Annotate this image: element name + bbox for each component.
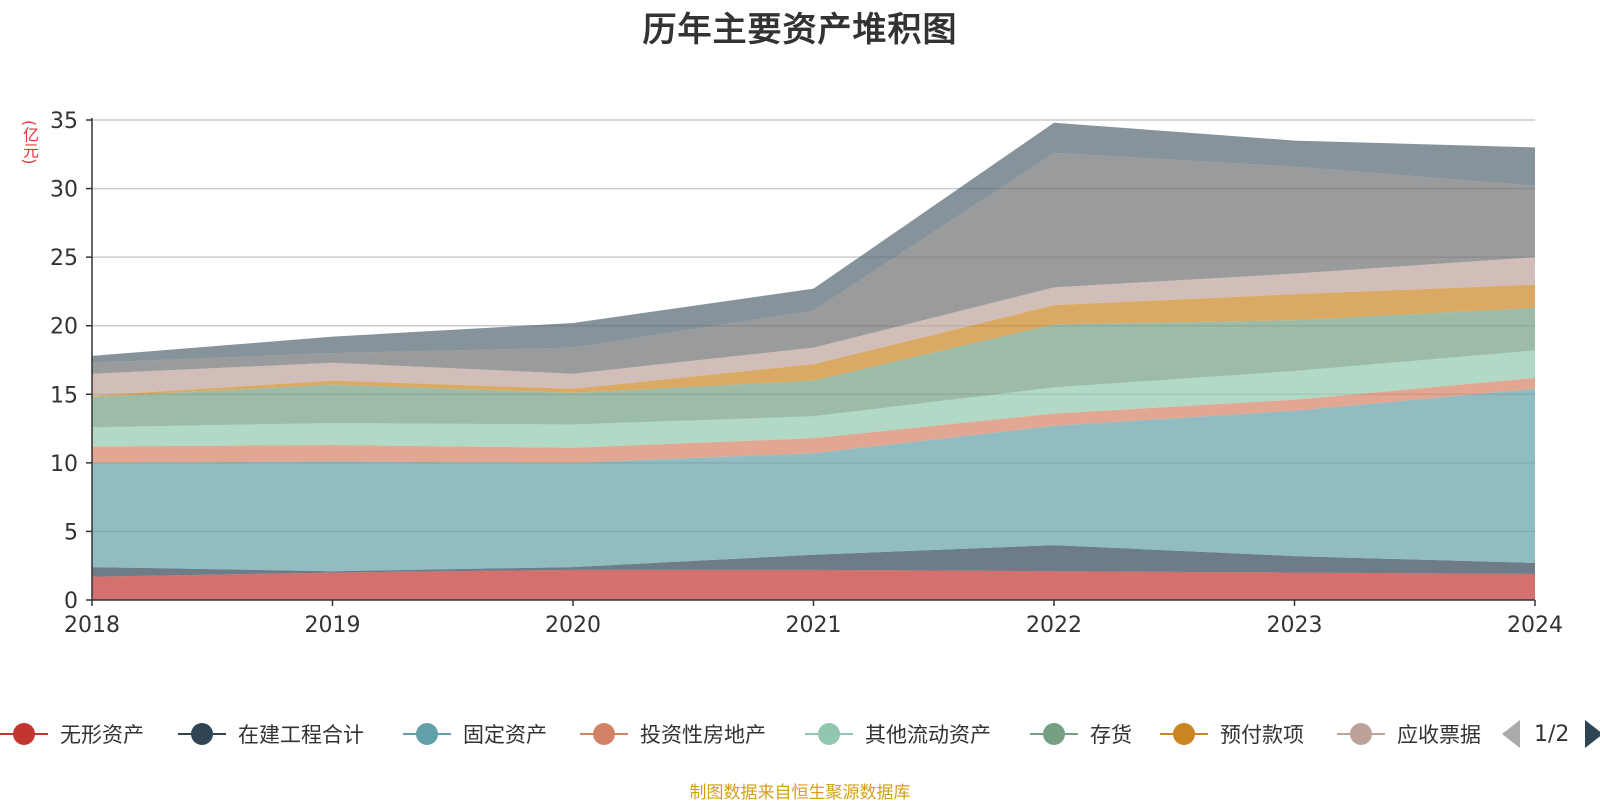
legend-marker-icon [805,722,853,746]
legend-item[interactable]: 其他流动资产 [805,716,991,752]
legend-prev-page-icon[interactable] [1502,720,1520,748]
y-tick-label: 35 [50,109,78,134]
x-tick-label: 2019 [305,613,361,638]
legend-item[interactable]: 应收票据 [1337,716,1481,752]
legend-page-indicator: 1/2 [1534,721,1570,747]
area-series-10[interactable] [92,122,1535,363]
source-note: 制图数据来自恒生聚源数据库 [689,783,911,803]
legend-label: 存货 [1090,723,1132,747]
legend-marker-icon [580,722,628,746]
legend-marker-icon [178,722,226,746]
area-series-1[interactable] [92,569,1535,600]
y-tick-label: 5 [64,520,78,545]
y-tick-label: 30 [50,178,78,203]
area-series-3[interactable] [92,388,1535,572]
legend-marker-icon [403,722,451,746]
legend-label: 在建工程合计 [238,723,364,747]
legend-marker-icon [1337,722,1385,746]
legend-marker-icon [0,722,48,746]
legend-label: 应收票据 [1397,723,1481,747]
x-tick-label: 2024 [1507,613,1563,638]
x-tick-label: 2020 [545,613,601,638]
area-series-7[interactable] [92,284,1535,398]
legend-label: 投资性房地产 [640,723,766,747]
y-tick-label: 10 [50,452,78,477]
x-tick-label: 2023 [1267,613,1323,638]
area-series-8[interactable] [92,257,1535,396]
chart-title: 历年主要资产堆积图 [642,10,958,50]
area-series-5[interactable] [92,350,1535,448]
legend: 无形资产 在建工程合计 固定资产 投资性房地产 其他流动资产 存货 预付款项 应收票据 1/2 [0,716,1600,752]
area-series-6[interactable] [92,307,1535,428]
area-series-4[interactable] [92,377,1535,463]
legend-label: 无形资产 [60,723,144,747]
legend-label: 固定资产 [463,723,547,747]
legend-item[interactable]: 在建工程合计 [178,716,364,752]
legend-label: 预付款项 [1220,723,1304,747]
y-axis-unit-label: (亿元) [20,120,39,165]
y-tick-label: 25 [50,246,78,271]
legend-next-page-icon[interactable] [1585,720,1600,748]
axes: 0 5 10 15 20 25 30 35 2018 2019 2020 2021 2022 2023 20… [50,109,1563,638]
legend-item[interactable]: 无形资产 [0,716,144,752]
area-series-9[interactable] [92,152,1535,374]
y-tick-label: 20 [50,315,78,340]
legend-item[interactable]: 固定资产 [403,716,547,752]
area-series-2[interactable] [92,545,1535,577]
legend-item[interactable]: 预付款项 [1160,716,1304,752]
x-tick-label: 2018 [64,613,120,638]
legend-item[interactable]: 投资性房地产 [580,716,766,752]
x-tick-label: 2022 [1026,613,1082,638]
y-tick-label: 0 [64,589,78,614]
legend-marker-icon [1160,722,1208,746]
legend-marker-icon [1030,722,1078,746]
x-tick-label: 2021 [786,613,842,638]
legend-pager: 1/2 [1500,716,1600,752]
legend-items: 无形资产 在建工程合计 固定资产 投资性房地产 其他流动资产 存货 预付款项 应收票据 [0,716,1484,752]
legend-item[interactable]: 存货 [1030,716,1132,752]
y-tick-label: 15 [50,383,78,408]
area-series-layer [92,122,1535,600]
legend-label: 其他流动资产 [865,723,991,747]
